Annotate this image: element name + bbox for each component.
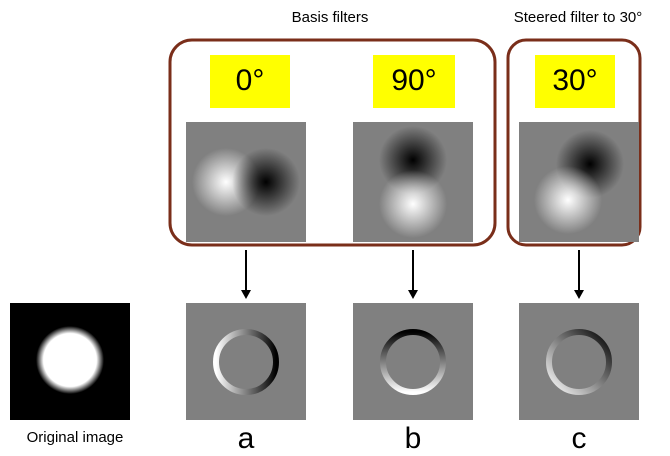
angle-label: 0° bbox=[236, 64, 265, 97]
basis-title: Basis filters bbox=[292, 9, 369, 26]
result-image bbox=[353, 303, 473, 420]
result-label: c bbox=[572, 422, 587, 455]
angle-label: 30° bbox=[552, 64, 597, 97]
steered-title: Steered filter to 30° bbox=[514, 9, 643, 26]
filter-image bbox=[519, 122, 639, 242]
result-label: b bbox=[405, 422, 422, 455]
original-caption: Original image bbox=[27, 429, 124, 446]
diagram: Basis filters Steered filter to 30° 0° 9… bbox=[0, 0, 670, 456]
filter-image bbox=[186, 122, 306, 242]
original-image bbox=[10, 303, 130, 420]
result-image bbox=[519, 303, 639, 420]
arrows bbox=[241, 250, 584, 299]
filter-image bbox=[353, 122, 473, 242]
angle-label: 90° bbox=[391, 64, 436, 97]
result-label: a bbox=[238, 422, 255, 455]
result-image bbox=[186, 303, 306, 420]
